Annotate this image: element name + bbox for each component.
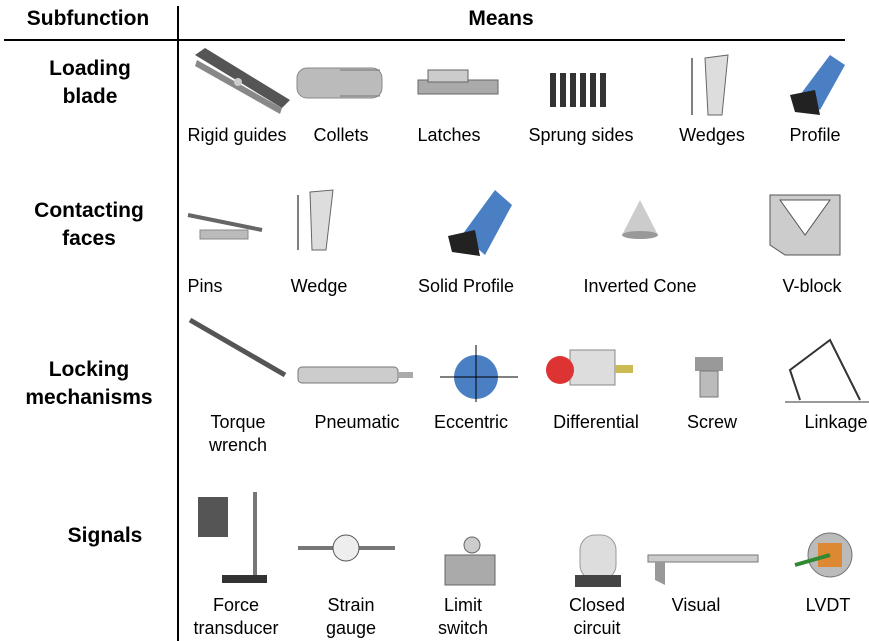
sprung-sides-icon [550,73,606,107]
means-label: Force transducer [193,595,279,638]
header-subfunction: Subfunction [26,7,150,30]
limit-switch-icon [444,536,496,586]
pneumatic-icon [297,366,413,384]
subfunction-label: Loading blade [49,57,131,108]
subfunction-label: Contacting faces [34,199,144,250]
strain-gauge-icon [298,534,395,562]
v-block-icon [769,194,841,256]
differential-icon [546,349,633,386]
wedges-icon [691,54,729,116]
collets-icon [296,67,383,99]
means-label: Collets [313,125,369,145]
force-transducer-icon [198,492,267,583]
means-label: Inverted Cone [583,276,697,296]
means-label: Wedges [679,125,745,145]
linkage-icon [785,338,869,403]
means-label: Rigid guides [187,125,287,145]
means-label: Pins [187,276,223,296]
solid-profile-icon [448,190,512,256]
torque-wrench-icon [188,317,287,378]
pins-icon [187,213,263,240]
screw-icon [695,357,723,398]
visual-icon [647,554,759,585]
means-label: Visual [671,595,721,615]
means-label: Sprung sides [528,125,634,145]
wedge-icon [297,189,334,251]
means-label: Linkage [804,412,868,432]
inverted-cone-icon [622,200,658,239]
means-label: Wedge [290,276,348,296]
eccentric-icon [440,345,518,402]
means-label: Closed circuit [568,595,626,638]
profile-icon [790,55,845,115]
means-label: Latches [417,125,481,145]
means-label: Torque wrench [208,412,268,455]
rigid-guides-icon [195,48,290,114]
latches-icon [417,69,499,95]
subfunction-label: Locking mechanisms [25,358,153,409]
means-label: Profile [789,125,841,145]
means-label: Eccentric [433,412,509,432]
means-label: Pneumatic [314,412,400,432]
means-label: Solid Profile [417,276,515,296]
means-label: Limit switch [437,595,488,638]
means-label: V-block [782,276,842,296]
means-label: LVDT [805,595,851,615]
closed-circuit-icon [575,534,621,587]
means-label: Strain gauge [325,595,377,638]
means-label: Differential [553,412,639,432]
header-means: Means [468,7,534,30]
subfunction-label: Signals [67,524,143,547]
lvdt-icon [794,532,853,578]
means-label: Screw [686,412,738,432]
